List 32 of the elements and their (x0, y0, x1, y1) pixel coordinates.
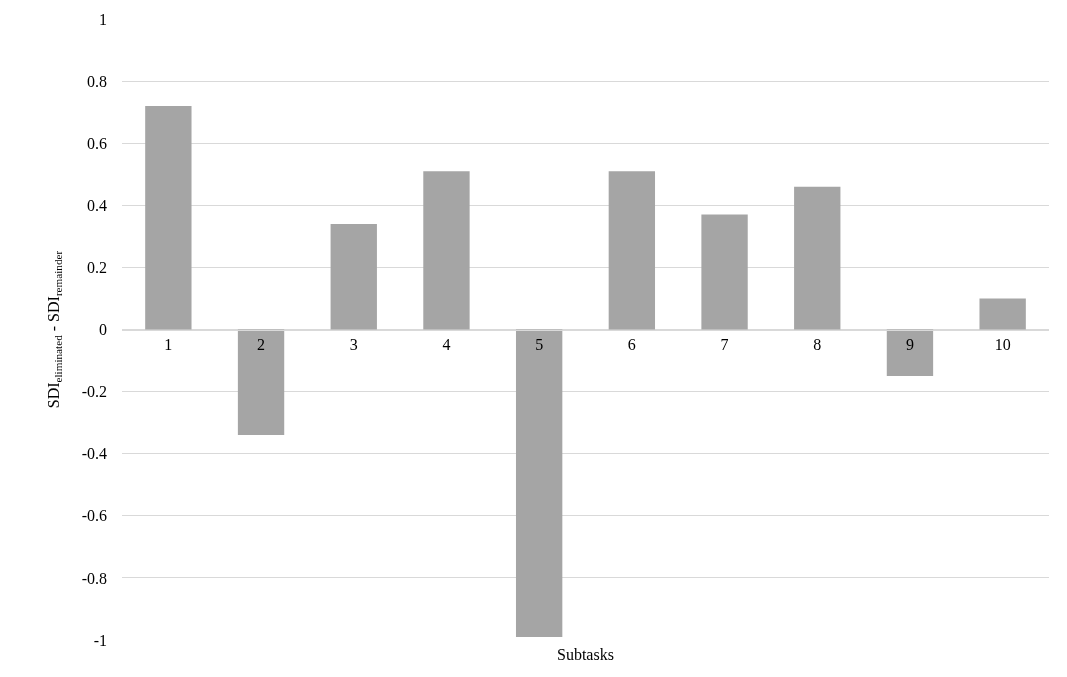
bar (701, 214, 748, 330)
bar (423, 171, 470, 330)
bar (330, 223, 377, 330)
x-tick-label: 4 (442, 335, 451, 353)
x-axis-title: Subtasks (557, 646, 614, 663)
bar (145, 105, 192, 330)
x-tick-label: 1 (164, 335, 173, 353)
y-tick-label: 0 (99, 321, 107, 339)
y-tick-label: 0.8 (87, 72, 107, 90)
x-tick-label: 2 (257, 335, 266, 353)
x-tick-label: 9 (905, 335, 914, 353)
y-tick-label: -1 (93, 631, 107, 649)
bar (237, 329, 285, 436)
bar (794, 186, 841, 330)
y-tick-label: -0.2 (81, 383, 107, 401)
y-tick-label: 1 (99, 10, 107, 28)
x-tick-label: 3 (349, 335, 358, 353)
bar (608, 171, 656, 330)
y-tick-label: -0.4 (81, 445, 107, 463)
bar (979, 298, 1026, 330)
x-tick-label: 6 (627, 335, 636, 353)
x-tick-label: 5 (535, 335, 544, 353)
y-tick-label: 0.2 (87, 259, 107, 276)
y-tick-label: -0.8 (81, 569, 107, 587)
x-tick-label: 8 (813, 335, 822, 353)
y-tick-label: 0.6 (87, 134, 107, 152)
x-tick-label: 7 (720, 335, 729, 353)
y-tick-label: -0.6 (81, 507, 107, 525)
y-tick-label: 0.4 (87, 196, 107, 214)
bar (886, 329, 934, 377)
bar (515, 329, 563, 637)
x-tick-label: 10 (994, 335, 1011, 353)
